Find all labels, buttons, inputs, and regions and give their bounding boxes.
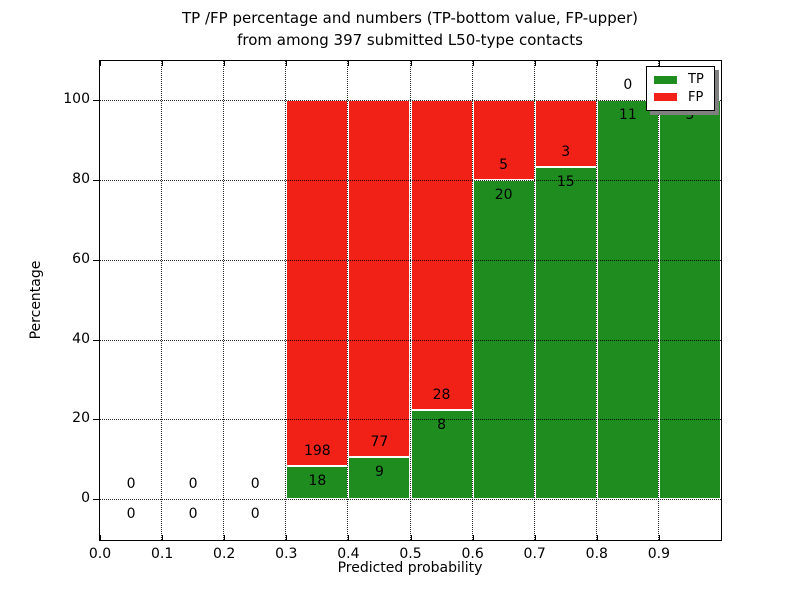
chart-title: TP /FP percentage and numbers (TP-bottom…	[182, 7, 638, 51]
v-gridline	[347, 61, 350, 540]
y-axis-label: Percentage	[28, 260, 44, 340]
h-gridline	[100, 339, 721, 341]
plot-area: 0 0 0 0 0 0 198 18 77 9 28 8 5 20 3 15 0 11 5	[93, 60, 722, 541]
x-tick-mark	[348, 535, 350, 540]
x-tick-label: 0.9	[647, 546, 671, 562]
v-gridline	[657, 61, 660, 540]
legend-label: TP	[688, 72, 704, 88]
legend-swatch-tp	[654, 75, 677, 84]
v-gridline	[533, 61, 536, 540]
x-tick-label: 0.2	[213, 546, 236, 562]
x-tick-label: 0.5	[399, 546, 422, 562]
legend-item: TP	[654, 73, 707, 86]
v-gridline	[471, 61, 474, 540]
annotation-fp-count: 0	[126, 476, 136, 492]
x-tick-mark	[162, 535, 164, 540]
legend-item: FP	[654, 91, 707, 104]
y-tick-mark	[93, 499, 100, 500]
y-tick-mark	[93, 339, 100, 341]
legend-box: TP FP	[646, 66, 715, 111]
v-gridline	[223, 61, 226, 540]
y-tick-mark	[93, 100, 100, 102]
annotation-tp-count: 11	[618, 107, 637, 124]
x-tick-label: 0.0	[88, 546, 112, 562]
annotation-fp-count: 0	[250, 476, 260, 492]
h-gridline	[100, 100, 721, 102]
x-tick-mark	[596, 61, 598, 66]
v-gridline	[595, 61, 598, 540]
y-tick-label: 80	[72, 171, 90, 187]
x-tick-mark	[658, 535, 660, 540]
annotation-tp-count: 8	[437, 417, 447, 434]
annotation-tp-count: 0	[188, 506, 198, 522]
y-tick-mark	[93, 259, 100, 261]
x-axis-label: Predicted probability	[337, 560, 483, 576]
x-tick-label: 0.1	[150, 546, 174, 562]
annotation-tp-count: 18	[308, 472, 327, 489]
h-gridline	[100, 180, 721, 181]
x-tick-mark	[534, 535, 536, 540]
annotation-fp-count: 3	[561, 143, 571, 160]
y-tick-label: 60	[72, 250, 90, 267]
y-tick-label: 0	[81, 490, 90, 506]
x-tick-label: 0.6	[461, 546, 484, 562]
annotation-tp-count: 15	[556, 173, 575, 190]
annotation-fp-count: 0	[623, 77, 633, 94]
y-tick-label: 20	[72, 410, 90, 427]
chart-title-line2: from among 397 submitted L50-type contac…	[237, 31, 583, 49]
legend-label: FP	[688, 89, 704, 105]
bar-segment-tp	[534, 166, 597, 499]
annotation-fp-count: 198	[303, 442, 331, 459]
bar-segment-tp	[658, 100, 721, 499]
x-tick-mark	[472, 61, 474, 66]
h-gridline	[100, 499, 721, 500]
x-tick-mark	[100, 535, 101, 540]
x-tick-mark	[410, 61, 412, 66]
y-tick-label: 40	[72, 330, 90, 347]
annotation-tp-count: 20	[494, 187, 513, 203]
h-gridline	[100, 259, 721, 261]
y-tick-mark	[93, 419, 100, 421]
x-tick-mark	[596, 535, 598, 540]
annotation-fp-count: 0	[188, 476, 198, 492]
y-tick-label: 100	[63, 91, 90, 108]
x-tick-mark	[224, 61, 226, 66]
annotation-tp-count: 0	[126, 506, 136, 522]
x-tick-mark	[348, 61, 350, 66]
x-tick-label: 0.3	[275, 546, 298, 562]
annotation-fp-count: 28	[432, 387, 451, 404]
bar-segment-fp	[286, 100, 349, 466]
x-tick-label: 0.7	[523, 546, 546, 562]
annotation-fp-count: 5	[499, 157, 509, 173]
annotation-tp-count: 5	[685, 107, 695, 124]
chart-title-line1: TP /FP percentage and numbers (TP-bottom…	[182, 9, 638, 27]
x-tick-label: 0.4	[337, 546, 360, 562]
v-gridline	[161, 61, 164, 540]
x-tick-mark	[162, 61, 164, 66]
x-tick-label: 0.8	[585, 546, 608, 562]
bar-segment-fp	[348, 100, 411, 458]
bar-segment-tp	[596, 100, 659, 499]
legend-swatch-fp	[654, 93, 677, 102]
x-tick-mark	[410, 535, 412, 540]
v-gridline	[409, 61, 412, 540]
annotation-tp-count: 9	[374, 464, 384, 481]
x-tick-mark	[224, 535, 226, 540]
x-tick-mark	[286, 61, 288, 66]
x-tick-mark	[658, 61, 660, 66]
annotation-tp-count: 0	[250, 506, 260, 522]
x-tick-mark	[100, 61, 101, 66]
h-gridline	[100, 419, 721, 421]
x-tick-mark	[286, 535, 288, 540]
bar-segment-fp	[410, 100, 473, 411]
v-gridline	[285, 61, 288, 540]
y-tick-mark	[93, 180, 100, 181]
bar-segment-tp	[286, 465, 349, 499]
x-tick-mark	[472, 535, 474, 540]
x-tick-mark	[534, 61, 536, 66]
annotation-fp-count: 77	[370, 434, 389, 451]
